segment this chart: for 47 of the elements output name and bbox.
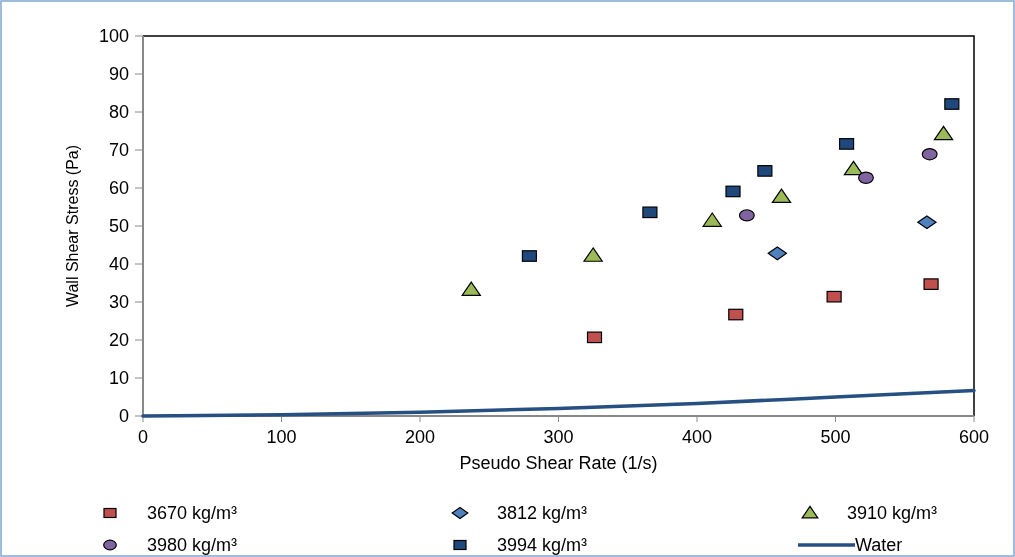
y-tick-label: 80 (108, 102, 129, 123)
point (586, 331, 603, 344)
legend-label: Water (855, 535, 903, 556)
x-axis-title: Pseudo Shear Rate (1/s) (459, 453, 658, 473)
point (521, 250, 538, 262)
point (738, 209, 755, 222)
y-tick-label: 30 (108, 292, 129, 313)
point (642, 206, 658, 219)
x-tick-label: 200 (404, 427, 436, 447)
y-tick-label: 40 (108, 254, 129, 275)
point (461, 281, 481, 297)
point (921, 147, 938, 161)
point (923, 278, 939, 290)
legend-label: 3812 kg/m³ (497, 503, 588, 524)
y-tick-label: 60 (108, 178, 129, 199)
legend-label: 3910 kg/m³ (847, 503, 938, 524)
y-tick-label: 50 (108, 216, 129, 237)
point (583, 247, 603, 262)
x-tick-label: 500 (820, 427, 851, 447)
point (944, 98, 960, 110)
point (771, 188, 792, 203)
point (728, 308, 744, 321)
point (933, 125, 954, 141)
legend-label: 3670 kg/m³ (147, 503, 238, 524)
x-tick-label: 600 (958, 427, 990, 447)
y-tick-label: 10 (108, 368, 129, 389)
y-tick-label: 100 (98, 26, 129, 47)
y-tick-label: 0 (118, 406, 129, 427)
point (826, 290, 842, 303)
point (838, 138, 855, 150)
point (767, 246, 788, 261)
point (702, 212, 722, 227)
point (858, 171, 874, 184)
x-tick-label: 100 (266, 427, 297, 447)
y-axis-title: Wall Shear Stress (Pa) (64, 144, 81, 308)
point (917, 215, 937, 230)
point (725, 185, 741, 198)
x-tick-label: 0 (137, 427, 149, 447)
point (843, 160, 864, 176)
y-tick-label: 20 (108, 330, 129, 351)
y-tick-label: 70 (108, 140, 129, 161)
legend-label: 3980 kg/m³ (147, 535, 238, 556)
x-tick-label: 400 (681, 427, 713, 447)
x-tick-label: 300 (543, 427, 574, 447)
y-tick-label: 90 (108, 64, 129, 85)
point (757, 165, 773, 177)
legend-label: 3994 kg/m³ (497, 535, 588, 556)
